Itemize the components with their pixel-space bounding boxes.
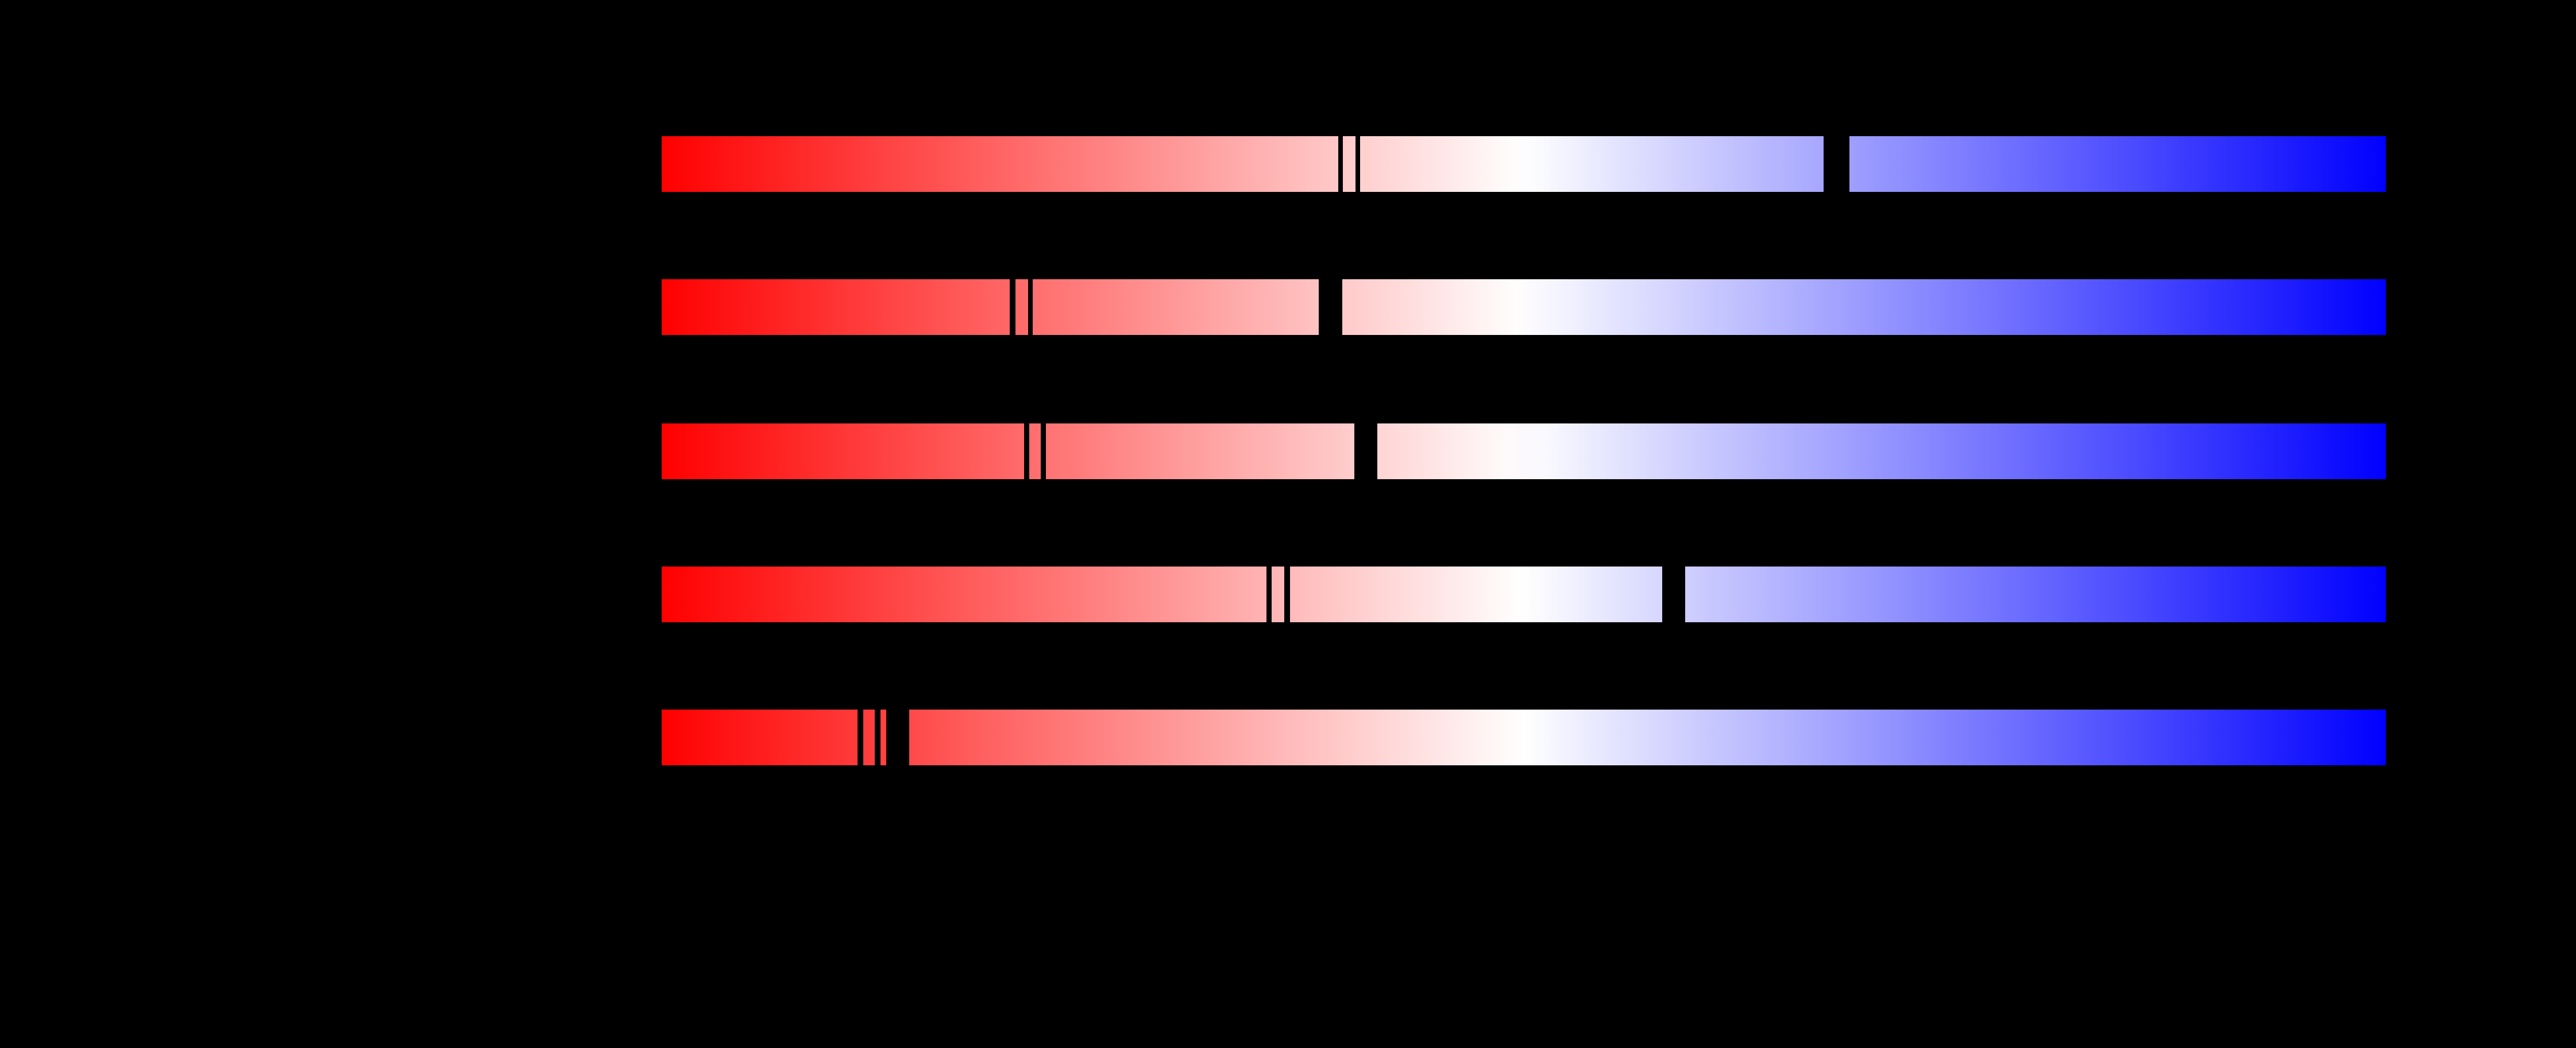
colorbar-segment-fill	[1360, 136, 1824, 192]
colorbar-segment-3-2	[1029, 423, 1041, 479]
colorbar-segment-2-1	[662, 279, 1010, 335]
colorbar-segment-2-4	[1342, 279, 2386, 335]
colorbar-segment-fill	[1046, 423, 1354, 479]
colorbar-segment-3-3	[1046, 423, 1354, 479]
colorbar-segment-fill	[662, 279, 1010, 335]
colorbar-segment-fill	[1377, 423, 2386, 479]
colorbar-segment-fill	[662, 423, 1024, 479]
colorbar-segment-fill	[662, 136, 1338, 192]
colorbar-segment-5-1	[662, 710, 858, 765]
colorbar-segment-4-2	[1272, 567, 1284, 622]
colorbar-row-5	[0, 710, 2576, 765]
colorbar-segment-2-2	[1015, 279, 1028, 335]
colorbar-segment-1-4	[1849, 136, 2386, 192]
colorbar-segment-fill	[1849, 136, 2386, 192]
colorbar-segment-fill	[1029, 423, 1041, 479]
colorbar-row-2	[0, 279, 2576, 335]
colorbar-segment-fill	[662, 710, 858, 765]
colorbar-segment-fill	[1685, 567, 2386, 622]
colorbar-segment-3-4	[1377, 423, 2386, 479]
colorbar-row-1	[0, 136, 2576, 192]
colorbar-segment-fill	[880, 710, 886, 765]
colorbar-row-4	[0, 567, 2576, 622]
colorbar-segment-4-3	[1290, 567, 1662, 622]
colorbar-segment-fill	[662, 567, 1266, 622]
colorbar-segment-fill	[1290, 567, 1662, 622]
colorbar-segment-fill	[1342, 279, 2386, 335]
colorbar-segment-4-1	[662, 567, 1266, 622]
colorbar-segment-fill	[909, 710, 2386, 765]
colorbar-segment-fill	[1272, 567, 1284, 622]
colorbar-segment-5-4	[909, 710, 2386, 765]
colorbar-segment-4-4	[1685, 567, 2386, 622]
colorbar-segment-fill	[1343, 136, 1355, 192]
colorbar-segment-fill	[1033, 279, 1319, 335]
colorbar-segment-1-2	[1343, 136, 1355, 192]
colorbar-segment-1-1	[662, 136, 1338, 192]
colorbar-row-3	[0, 423, 2576, 479]
colorbar-segment-5-2	[863, 710, 875, 765]
colorbar-segment-fill	[863, 710, 875, 765]
colorbar-segment-2-3	[1033, 279, 1319, 335]
colorbar-segment-3-1	[662, 423, 1024, 479]
colorbar-segment-1-3	[1360, 136, 1824, 192]
colorbar-segment-5-3	[880, 710, 886, 765]
colorbar-segment-fill	[1015, 279, 1028, 335]
